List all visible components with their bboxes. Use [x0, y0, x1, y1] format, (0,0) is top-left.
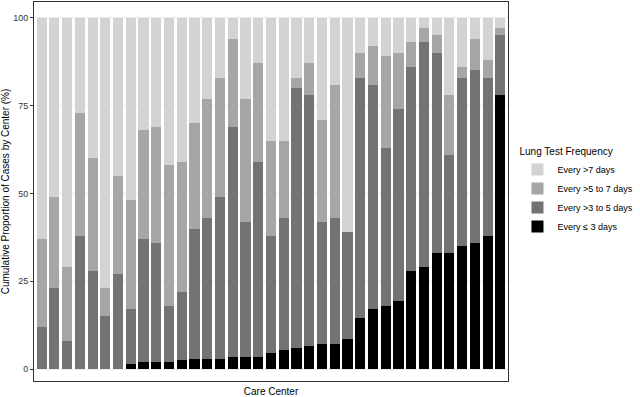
svg-text:Cumulative Proportion of Cases: Cumulative Proportion of Cases by Center…: [0, 89, 11, 295]
svg-text:Every ≤ 3 days: Every ≤ 3 days: [557, 222, 617, 232]
svg-text:75: 75: [18, 101, 28, 111]
svg-text:Every >5 to 7 days: Every >5 to 7 days: [557, 184, 632, 194]
svg-text:Every >3 to 5 days: Every >3 to 5 days: [557, 203, 632, 213]
svg-text:100: 100: [13, 13, 28, 23]
svg-text:0: 0: [23, 364, 28, 374]
svg-text:50: 50: [18, 189, 28, 199]
svg-text:Lung Test Frequency: Lung Test Frequency: [519, 146, 612, 157]
svg-text:Every >7 days: Every >7 days: [557, 165, 615, 175]
svg-text:25: 25: [18, 276, 28, 286]
svg-text:Care Center: Care Center: [244, 386, 299, 397]
